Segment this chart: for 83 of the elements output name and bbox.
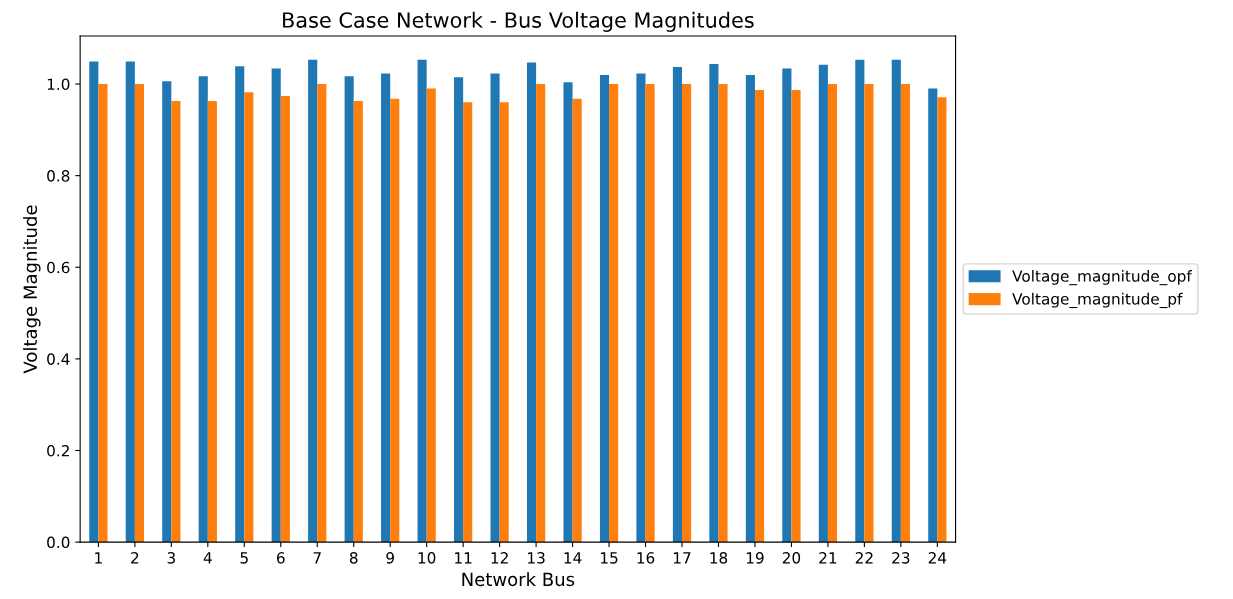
y-tick-label: 0.0 bbox=[47, 536, 70, 549]
bar bbox=[572, 98, 582, 543]
bar bbox=[900, 84, 910, 543]
bar bbox=[536, 84, 546, 543]
bar bbox=[308, 59, 318, 543]
bar bbox=[682, 84, 692, 543]
bar bbox=[791, 89, 801, 543]
x-tick-label: 20 bbox=[782, 552, 801, 564]
bar bbox=[134, 84, 144, 543]
bar bbox=[390, 98, 400, 543]
bar bbox=[280, 95, 290, 543]
bar bbox=[207, 100, 217, 543]
x-tick-label: 5 bbox=[240, 552, 248, 564]
bar bbox=[499, 102, 509, 543]
bar bbox=[526, 62, 537, 543]
x-tick-label: 23 bbox=[892, 552, 910, 564]
bar bbox=[244, 92, 254, 543]
bar bbox=[271, 68, 281, 543]
bar bbox=[198, 76, 208, 543]
x-tick-label: 7 bbox=[313, 552, 321, 564]
bar bbox=[827, 84, 838, 543]
x-tick-label: 1 bbox=[95, 552, 102, 564]
x-tick-label: 16 bbox=[637, 552, 655, 564]
x-tick-label: 12 bbox=[491, 552, 508, 564]
bar bbox=[672, 67, 682, 543]
bar bbox=[463, 102, 473, 543]
bar bbox=[609, 84, 619, 543]
bar bbox=[454, 77, 464, 543]
bar bbox=[563, 82, 573, 543]
bar bbox=[417, 59, 427, 543]
y-tick-label: 0.2 bbox=[47, 444, 69, 457]
x-tick-label: 2 bbox=[131, 552, 139, 564]
chart-title: Base Case Network - Bus Voltage Magnitudes bbox=[283, 11, 754, 32]
x-tick-label: 17 bbox=[673, 552, 691, 564]
bar bbox=[353, 100, 363, 543]
legend-label: Voltage_magnitude_pf bbox=[1012, 292, 1183, 309]
bar bbox=[125, 61, 135, 543]
bar bbox=[162, 81, 172, 543]
x-tick-label: 10 bbox=[418, 552, 436, 564]
x-tick-label: 9 bbox=[386, 552, 394, 564]
bar bbox=[636, 73, 646, 543]
x-tick-label: 19 bbox=[746, 552, 764, 564]
bar bbox=[718, 84, 728, 543]
x-tick-label: 3 bbox=[167, 552, 175, 564]
y-tick-label: 0.4 bbox=[47, 353, 70, 365]
bar bbox=[891, 59, 901, 543]
bar bbox=[855, 59, 865, 543]
x-tick-label: 24 bbox=[928, 552, 947, 564]
bar bbox=[645, 84, 655, 543]
bar bbox=[754, 89, 765, 543]
y-tick-label: 0.6 bbox=[47, 261, 70, 274]
x-tick-label: 8 bbox=[349, 552, 358, 564]
x-tick-label: 13 bbox=[528, 552, 545, 564]
bar bbox=[864, 84, 874, 543]
bar bbox=[937, 97, 947, 543]
bar bbox=[344, 76, 354, 543]
bar bbox=[171, 100, 181, 543]
x-tick-label: 14 bbox=[564, 552, 582, 564]
y-tick-label: 1.0 bbox=[47, 78, 70, 91]
bar bbox=[381, 73, 391, 543]
y-axis-title: Voltage Magnitude bbox=[23, 205, 41, 374]
bar bbox=[426, 88, 436, 543]
bar bbox=[928, 88, 938, 543]
bar bbox=[98, 84, 108, 543]
x-tick-label: 22 bbox=[855, 552, 873, 564]
x-tick-label: 4 bbox=[203, 552, 212, 564]
bar bbox=[317, 84, 327, 543]
bar bbox=[89, 61, 99, 543]
x-tick-label: 21 bbox=[819, 552, 837, 564]
y-tick-label: 0.8 bbox=[47, 170, 70, 182]
bar bbox=[235, 66, 245, 543]
x-tick-label: 18 bbox=[710, 552, 728, 564]
x-tick-label: 11 bbox=[455, 552, 472, 564]
legend-label: Voltage_magnitude_opf bbox=[1012, 269, 1193, 286]
x-tick-label: 6 bbox=[276, 552, 285, 564]
bar bbox=[818, 64, 828, 543]
bar bbox=[599, 74, 610, 543]
bar bbox=[490, 73, 500, 543]
bar bbox=[745, 74, 755, 543]
bar bbox=[709, 63, 719, 543]
x-axis-title: Network Bus bbox=[462, 572, 575, 587]
x-tick-label: 15 bbox=[601, 552, 618, 564]
bar bbox=[782, 68, 792, 543]
